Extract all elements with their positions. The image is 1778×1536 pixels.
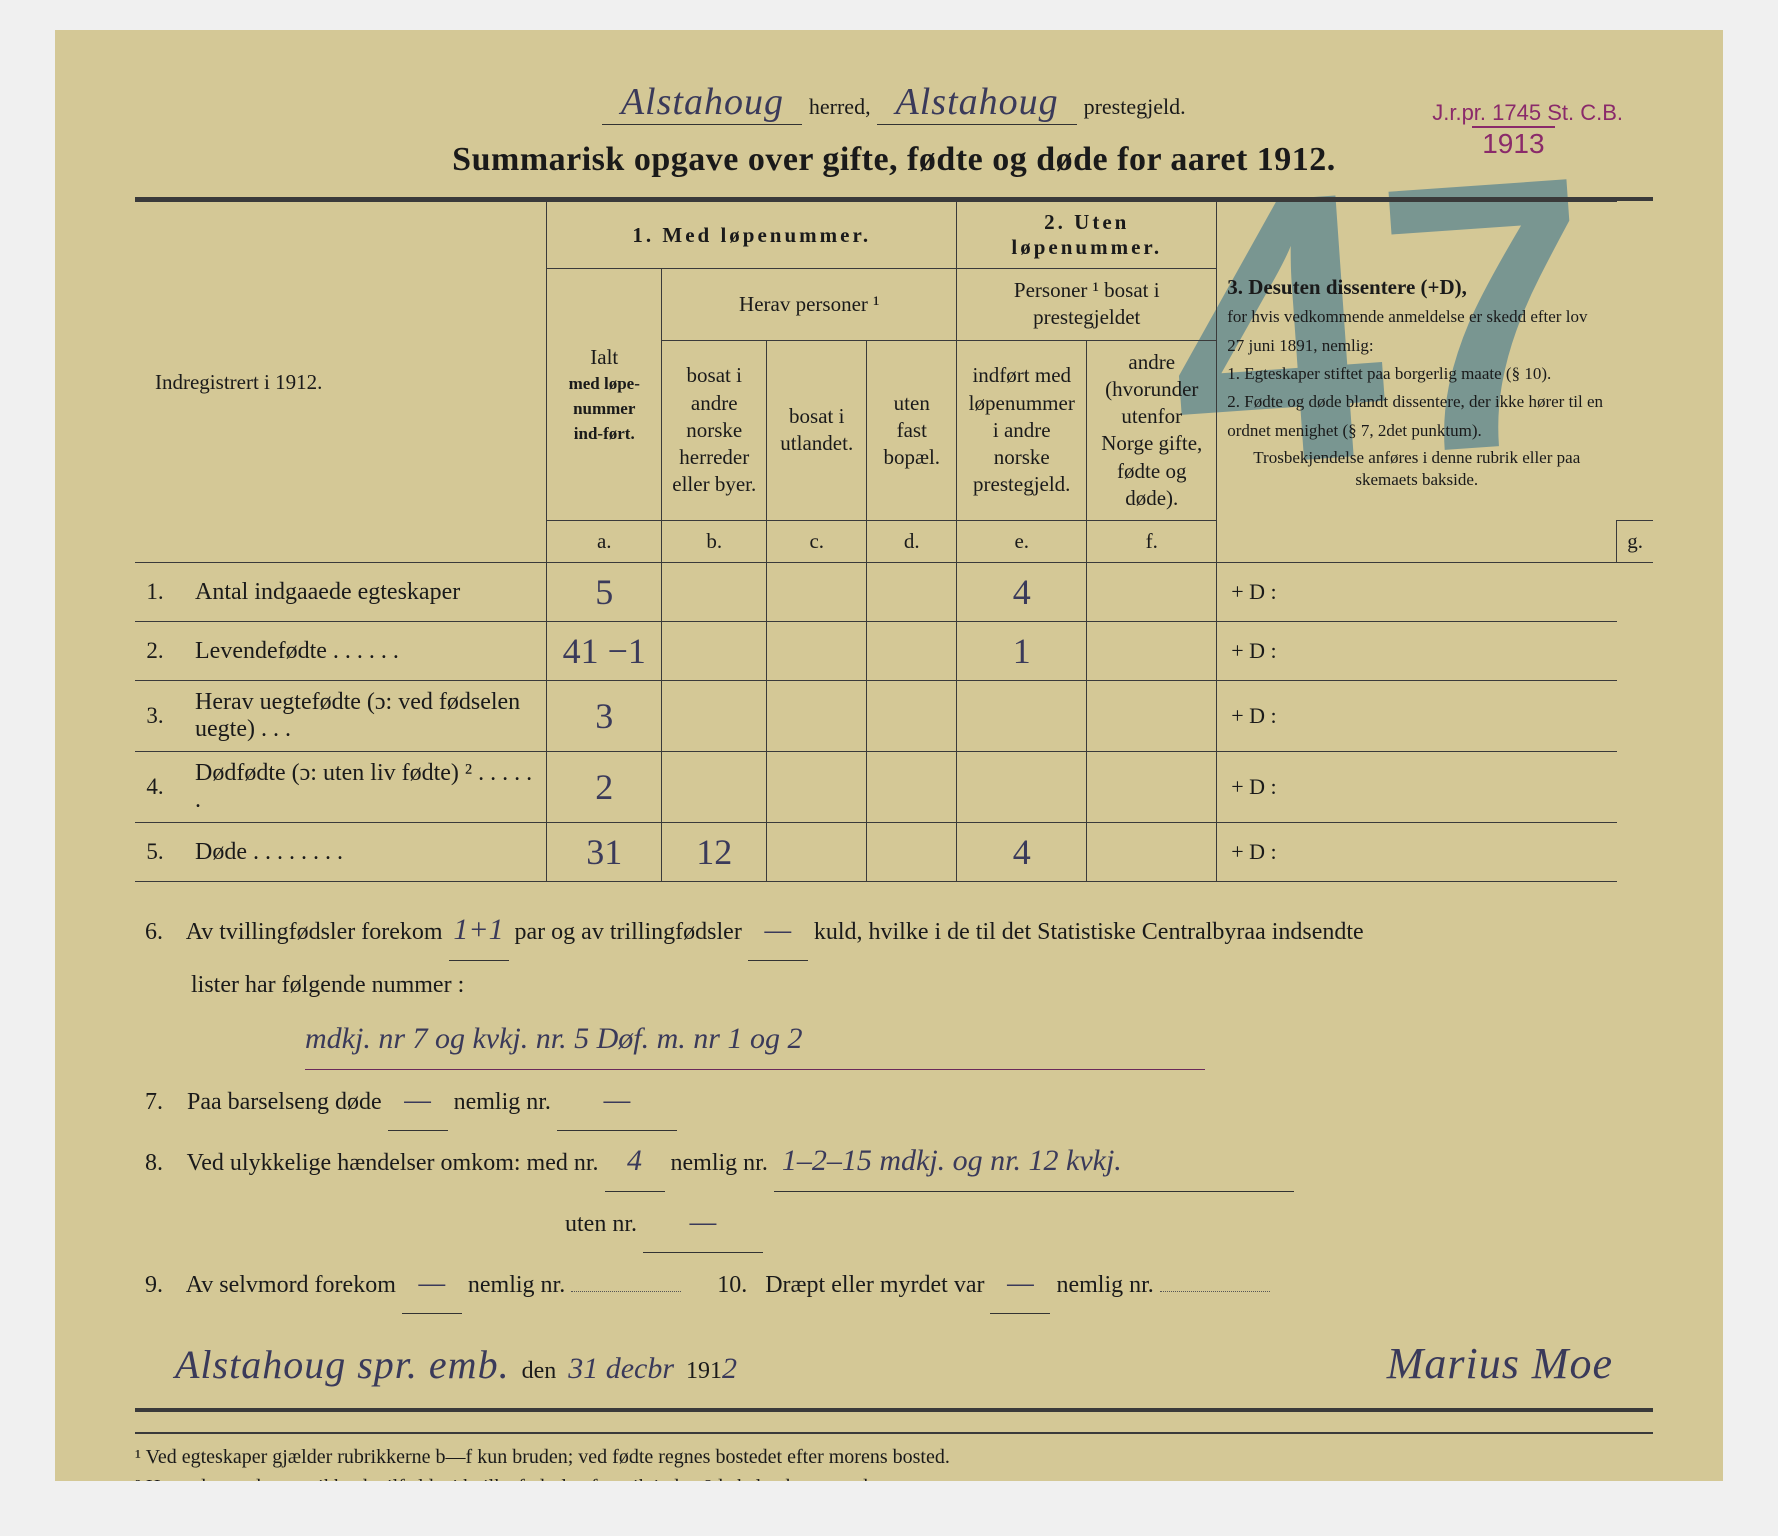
lower-section: 6. Av tvillingfødsler forekom 1+1 par og…	[135, 882, 1653, 1408]
colhead-d: uten fast bopæl.	[867, 340, 957, 521]
table-row: 1.Antal indgaaede egteskaper54+ D :	[135, 563, 1653, 622]
accident-detail: 1–2–15 mdkj. og nr. 12 kvkj.	[774, 1131, 1294, 1192]
colhead-e: indført med løpenummer i andre norske pr…	[957, 340, 1087, 521]
line-6: 6. Av tvillingfødsler forekom 1+1 par og…	[145, 900, 1643, 961]
colhead-indreg: Indregistrert i 1912.	[135, 202, 547, 563]
date-signed: 31 decbr	[568, 1352, 674, 1385]
footnotes: ¹ Ved egteskaper gjælder rubrikkerne b—f…	[135, 1432, 1653, 1481]
summary-table: Indregistrert i 1912. 1. Med løpenummer.…	[135, 201, 1653, 882]
form-title: Summarisk opgave over gifte, fødte og dø…	[135, 141, 1653, 179]
herred-value: Alstahoug	[602, 80, 802, 125]
table-row: 4.Dødfødte (ɔ: uten liv fødte) ² . . . .…	[135, 752, 1653, 823]
colhead-3: 3. Desuten dissentere (+D), for hvis ved…	[1217, 202, 1617, 563]
form-page: J.r.pr. 1745 St. C.B. 1913 Alstahoug her…	[55, 30, 1723, 1481]
prestegjeld-value: Alstahoug	[877, 80, 1077, 125]
footnote-2: ² Herunder medregnes ikke de tilfælde, i…	[135, 1472, 1653, 1481]
prestegjeld-label: prestegjeld.	[1084, 94, 1186, 119]
colhead-2: 2. Uten løpenummer.	[957, 202, 1217, 269]
sub-f: f.	[1087, 521, 1217, 563]
footnote-1: ¹ Ved egteskaper gjælder rubrikkerne b—f…	[135, 1442, 1653, 1472]
table-row: 2.Levendefødte . . . . . .41 −11+ D :	[135, 622, 1653, 681]
signature: Marius Moe	[1387, 1320, 1613, 1408]
line-8b: uten nr. —	[145, 1192, 1643, 1253]
sub-b: b.	[662, 521, 767, 563]
twin-count: 1+1	[449, 900, 509, 961]
signature-row: Alstahoug spr. emb. den 31 decbr 1912 Ma…	[145, 1320, 1643, 1408]
herred-label: herred,	[809, 94, 871, 119]
header-locality: Alstahoug herred, Alstahoug prestegjeld.	[135, 80, 1653, 125]
accident-med: 4	[605, 1131, 665, 1192]
colhead-2sub: Personer ¹ bosat i prestegjeldet	[957, 269, 1217, 341]
colhead-f: andre (hvorunder utenfor Norge gifte, fø…	[1087, 340, 1217, 521]
colhead-ialt: Ialt med løpe-nummer ind-ført.	[547, 269, 662, 521]
line-9-10: 9. Av selvmord forekom — nemlig nr. 10. …	[145, 1253, 1643, 1314]
colhead-1: 1. Med løpenummer.	[547, 202, 957, 269]
sub-e: e.	[957, 521, 1087, 563]
line-6-handwritten: mdkj. nr 7 og kvkj. nr. 5 Døf. m. nr 1 o…	[305, 1009, 1205, 1070]
line-6b: lister har følgende nummer :	[145, 961, 1643, 1009]
line-8: 8. Ved ulykkelige hændelser omkom: med n…	[145, 1131, 1643, 1192]
main-table-wrap: Indregistrert i 1912. 1. Med løpenummer.…	[135, 197, 1653, 1412]
document-scan: J.r.pr. 1745 St. C.B. 1913 Alstahoug her…	[0, 0, 1778, 1536]
table-row: 3.Herav uegtefødte (ɔ: ved fødselen uegt…	[135, 681, 1653, 752]
colhead-herav: Herav personer ¹	[662, 269, 957, 341]
sub-g: g.	[1617, 521, 1653, 563]
stamp-year: 1913	[1472, 126, 1554, 160]
sub-a: a.	[547, 521, 662, 563]
registration-stamp: J.r.pr. 1745 St. C.B. 1913	[1432, 100, 1623, 160]
sub-d: d.	[867, 521, 957, 563]
stamp-line1: J.r.pr. 1745 St. C.B.	[1432, 100, 1623, 126]
line-7: 7. Paa barselseng døde — nemlig nr. —	[145, 1070, 1643, 1131]
colhead-c: bosat i utlandet.	[767, 340, 867, 521]
place-signed: Alstahoug spr. emb.	[175, 1342, 510, 1387]
triplet-count: —	[748, 900, 808, 961]
colhead-b: bosat i andre norske herreder eller byer…	[662, 340, 767, 521]
sub-c: c.	[767, 521, 867, 563]
table-row: 5.Døde . . . . . . . .31124+ D :	[135, 823, 1653, 882]
